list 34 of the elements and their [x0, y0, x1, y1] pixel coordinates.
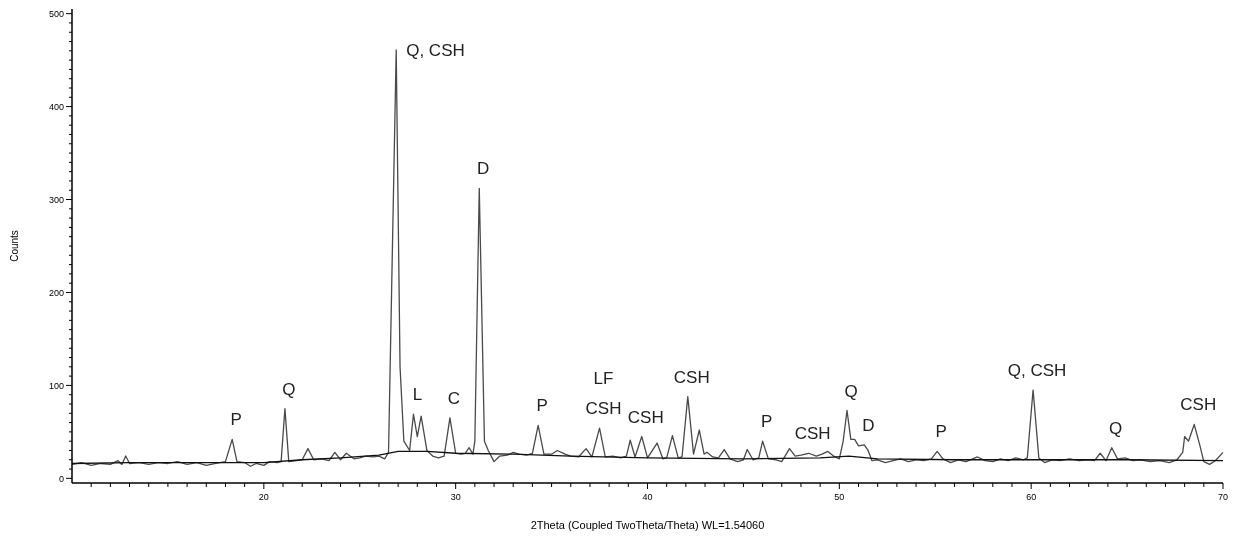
- annotation: LF: [593, 369, 614, 389]
- annotation: CSH: [794, 424, 831, 444]
- annotation: P: [760, 412, 773, 432]
- annotation: Q: [844, 381, 858, 401]
- annotation: P: [536, 396, 548, 416]
- annotation: Q, CSH: [406, 40, 465, 60]
- x-tick-label: 30: [450, 492, 461, 502]
- annotation: C: [447, 388, 461, 408]
- annotation: Q, CSH: [1007, 361, 1067, 381]
- annotation: P: [935, 422, 947, 442]
- annotation: CSH: [627, 407, 664, 427]
- annotation: D: [862, 415, 875, 435]
- annotation: CSH: [1180, 395, 1217, 415]
- x-tick-label: 60: [1026, 492, 1037, 502]
- annotation: CSH: [673, 367, 710, 387]
- x-tick-label: 50: [834, 492, 845, 502]
- annotation: Q: [282, 379, 296, 399]
- annotation: D: [477, 159, 490, 179]
- y-tick-label: 300: [48, 194, 64, 205]
- y-axis-title: Counts: [9, 230, 20, 262]
- y-tick-label: 200: [48, 287, 64, 298]
- y-tick-label: 500: [48, 8, 64, 19]
- annotation: CSH: [585, 399, 622, 419]
- y-tick-label: 400: [48, 101, 64, 112]
- line-series: [71, 450, 1224, 465]
- annotation: L: [412, 385, 423, 405]
- x-tick-label: 70: [1217, 492, 1229, 502]
- y-tick-label: 0: [58, 473, 64, 484]
- x-axis-title: 2Theta (Coupled TwoTheta/Theta) WL=1.54060: [530, 519, 765, 531]
- annotation: Q: [1109, 418, 1123, 438]
- y-tick-label: 100: [48, 380, 64, 391]
- x-tick-label: 20: [258, 492, 269, 502]
- x-tick-label: 40: [642, 492, 653, 502]
- annotation: P: [230, 410, 242, 430]
